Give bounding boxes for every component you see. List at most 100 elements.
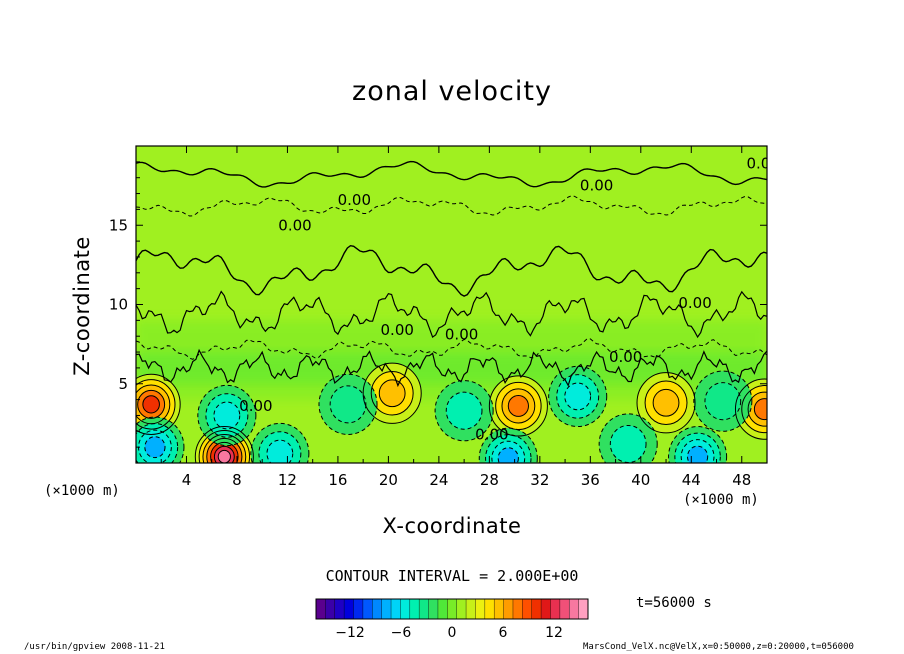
- contour-positive-0-4: [142, 395, 160, 414]
- contour-positive-1-6: [217, 449, 231, 463]
- contour-negative-7-1: [205, 393, 249, 438]
- contour-zero-turbulent: [136, 290, 767, 339]
- anomaly-negative-7-level-2: [213, 402, 240, 429]
- contour-negative-7-2: [213, 401, 241, 430]
- contour-label-8: 0.00: [239, 397, 272, 415]
- contour-negative-7-0: [197, 384, 257, 447]
- contour-positive-0-3: [137, 389, 166, 419]
- anomaly-negative-8-level-2: [266, 440, 293, 463]
- anomaly-positive-1-level-6: [218, 450, 231, 463]
- contour-positive-5-3: [753, 398, 767, 421]
- contour-positive-4-2: [652, 388, 680, 417]
- contour-negative-12-0: [548, 365, 608, 428]
- contour-positive-2-1: [370, 371, 414, 416]
- contour-negative-11-2: [491, 440, 526, 463]
- x-axis-label: X-coordinate: [382, 514, 522, 538]
- contour-label-2: 0.00: [338, 191, 371, 209]
- y-axis-label: Z-coordinate: [70, 236, 94, 376]
- anomaly-negative-9-level-1: [330, 385, 366, 423]
- colorbar-swatch-18: [484, 599, 495, 619]
- contour-positive-3-0: [488, 375, 548, 437]
- colorbar-swatch-1: [325, 599, 336, 619]
- colorbar-swatch-20: [503, 599, 514, 619]
- y-tick-label-2: 15: [109, 216, 128, 234]
- contour-negative-upper: [136, 195, 767, 217]
- x-tick-label-6: 28: [480, 471, 499, 489]
- x-tick-label-2: 12: [278, 471, 297, 489]
- contour-label-6: 0.00: [445, 326, 478, 344]
- time-label: t=56000 s: [636, 595, 712, 611]
- contour-positive-1-0: [194, 426, 254, 463]
- contour-label-4: 0.00: [678, 294, 711, 312]
- colorbar-tick-label-2: 0: [448, 625, 457, 641]
- x-tick-label-11: 48: [732, 471, 751, 489]
- x-tick-label-10: 44: [682, 471, 701, 489]
- contour-zero-lower: [136, 348, 767, 388]
- contour-positive-2-2: [378, 379, 406, 408]
- contour-label-9: 0.00: [475, 425, 508, 443]
- x-tick-label-0: 4: [182, 471, 192, 489]
- colorbar-swatch-27: [569, 599, 579, 619]
- contour-zero-upper: [136, 160, 767, 188]
- x-tick-label-9: 40: [631, 471, 650, 489]
- colorbar-swatch-5: [362, 599, 373, 619]
- colorbar-swatch-11: [419, 599, 429, 619]
- contour-negative-8-2: [266, 439, 294, 463]
- colorbar-swatch-16: [466, 599, 476, 619]
- footer-variable-spec: MarsCond_VelX.nc@VelX,x=0:50000,z=0:2000…: [583, 642, 854, 652]
- anomaly-negative-15-level-1: [704, 382, 741, 420]
- contour-positive-1-4: [210, 441, 239, 463]
- contour-positive-2-0: [362, 362, 422, 424]
- colorbar-swatch-24: [541, 599, 551, 619]
- colorbar-swatch-3: [344, 599, 354, 619]
- contour-positive-0-2: [136, 384, 171, 425]
- colorbar-swatch-13: [437, 599, 448, 619]
- colorbar-swatch-2: [334, 599, 345, 619]
- x-unit-label-left: (×1000 m): [44, 483, 120, 499]
- colorbar-swatch-19: [494, 599, 504, 619]
- colorbar-swatch-14: [447, 599, 457, 619]
- colorbar-swatch-17: [475, 599, 486, 619]
- y-tick-label-0: 5: [118, 375, 128, 393]
- contour-negative-10-1: [445, 391, 483, 430]
- anomaly-positive-0-level-4: [142, 395, 160, 413]
- anomaly-positive-4-level-2: [653, 389, 679, 417]
- contour-label-1: 0.00: [580, 177, 613, 195]
- colorbar-swatch-0: [316, 599, 326, 619]
- colorbar-tick-label-3: 6: [499, 625, 508, 641]
- contour-positive-1-3: [206, 437, 243, 463]
- anomaly-negative-10-level-1: [446, 392, 482, 430]
- anomaly-positive-3-level-3: [508, 395, 529, 417]
- contour-negative-14-0: [668, 426, 728, 463]
- contour-positive-1-2: [202, 433, 247, 463]
- colorbar-frame: [315, 598, 589, 620]
- contour-positive-0-0: [136, 373, 181, 435]
- colorbar-swatch-8: [391, 599, 401, 619]
- contour-negative-14-1: [674, 432, 721, 463]
- x-unit-label-right: (×1000 m): [683, 492, 759, 508]
- colorbar-swatch-10: [409, 599, 420, 619]
- contour-zero-middle: [136, 244, 767, 297]
- colorbar-swatch-21: [512, 599, 523, 619]
- x-tick-label-8: 36: [581, 471, 600, 489]
- contour-negative-11-3: [497, 447, 519, 463]
- y-tick-label-1: 10: [109, 296, 128, 314]
- colorbar-swatch-9: [400, 599, 411, 619]
- colorbar-swatch-22: [522, 599, 533, 619]
- contour-label-3: 0.00: [278, 216, 311, 234]
- contour-negative-6-3: [144, 436, 166, 459]
- anomaly-negative-6-level-3: [144, 436, 166, 458]
- anomaly-positive-5-level-3: [754, 398, 767, 420]
- contour-negative-13-0: [598, 413, 658, 463]
- contour-negative-15-1: [704, 382, 742, 421]
- colorbar-swatch-25: [550, 599, 561, 619]
- contour-negative-14-3: [686, 445, 709, 463]
- contour-negative-14-2: [680, 439, 715, 463]
- contour-negative-lower: [136, 338, 767, 360]
- contour-positive-4-1: [644, 380, 688, 426]
- anomaly-negative-13-level-1: [610, 425, 647, 463]
- colorbar-swatch-7: [381, 599, 392, 619]
- anomaly-positive-2-level-2: [379, 379, 406, 407]
- colorbar-tick-label-4: 12: [545, 625, 563, 641]
- colorbar-swatch-28: [578, 599, 589, 619]
